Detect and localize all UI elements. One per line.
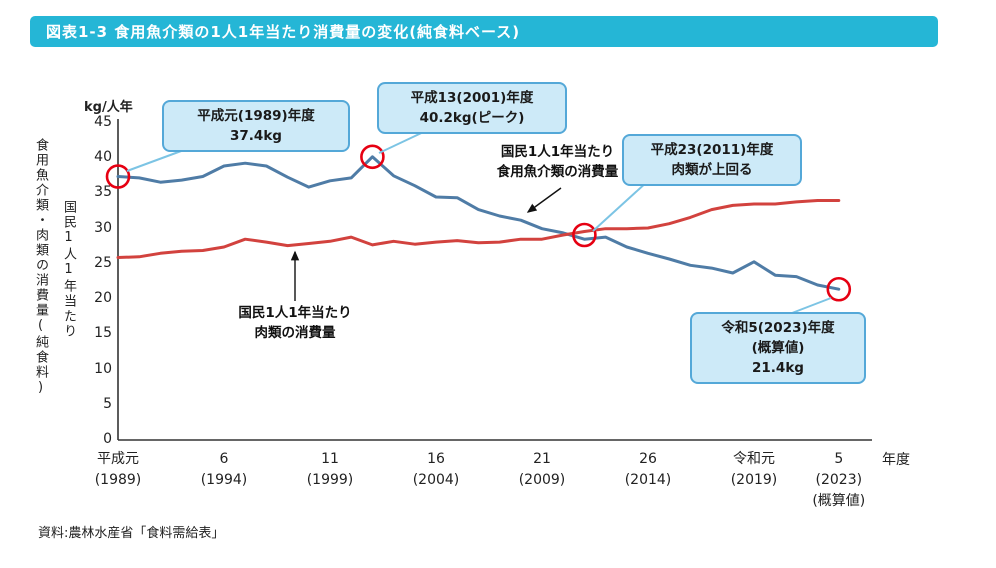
callout-2023-line3: 21.4kg — [752, 360, 804, 376]
y-tick-label: 40 — [94, 149, 112, 166]
fish-series-label-line1: 国民1人1年当たり — [500, 144, 615, 160]
callout-2011-line1: 平成23(2011)年度 — [650, 142, 774, 158]
callout-2001-peak: 平成13(2001)年度 40.2kg(ピーク) — [377, 82, 567, 134]
x-tick-label: 平成元 (1989) — [94, 451, 142, 488]
meat-series-label-line2: 肉類の消費量 — [254, 325, 336, 341]
y-tick-label: 5 — [103, 395, 112, 412]
callout-2001-line1: 平成13(2001)年度 — [410, 90, 534, 106]
highlight-circle-2023 — [826, 276, 852, 302]
callout-2001-line2: 40.2kg(ピーク) — [419, 110, 525, 126]
source-note: 資料:農林水産省「食料需給表」 — [38, 526, 225, 541]
x-tick-label: 26 (2014) — [624, 451, 672, 488]
fish-series-label-line2: 食用魚介類の消費量 — [496, 164, 619, 180]
x-tick-label: 6 (1994) — [200, 451, 248, 488]
y-axis-unit-label: kg/人年 — [84, 100, 133, 115]
highlight-circle-2001 — [360, 144, 385, 170]
y-tick-label: 0 — [103, 431, 112, 447]
fish-series-label: 国民1人1年当たり 食用魚介類の消費量 — [450, 142, 665, 182]
y-tick-label: 20 — [94, 290, 112, 307]
meat-series-label-line1: 国民1人1年当たり — [238, 305, 352, 321]
callout-1989-line2: 37.4kg — [230, 128, 282, 144]
x-tick-label: 令和元 (2019) — [730, 451, 778, 488]
fish-label-arrow — [526, 187, 562, 213]
y-tick-label: 25 — [94, 254, 112, 271]
highlight-circle-2011 — [572, 222, 597, 248]
y-tick-label: 35 — [94, 184, 112, 201]
callout-2023-line1: 令和5(2023)年度 — [721, 320, 835, 336]
callout-2023-line2: (概算値) — [751, 340, 805, 356]
meat-consumption-line — [116, 199, 841, 259]
callout-2023: 令和5(2023)年度 (概算値) 21.4kg — [690, 312, 866, 384]
y-axis-label-outer: 食用魚介類・肉類の消費量(純食料) — [33, 138, 48, 397]
callout-2011-line2: 肉類が上回る — [671, 162, 753, 178]
chart-title-bar: 図表1-3 食用魚介類の1人1年当たり消費量の変化(純食料ベース) — [30, 16, 938, 47]
x-tick-label: 5 (2023) (概算値) — [812, 451, 866, 509]
x-axis-suffix-label: 年度 — [882, 452, 910, 468]
y-tick-label: 15 — [94, 325, 112, 342]
callout-tail-3 — [592, 180, 649, 232]
callout-1989: 平成元(1989)年度 37.4kg — [162, 100, 350, 152]
x-tick-label: 11 (1999) — [306, 451, 354, 488]
y-tick-label: 45 — [94, 114, 112, 130]
highlight-circle-1989 — [105, 164, 131, 189]
y-axis-label-inner: 国民1人1年当たり — [61, 200, 76, 339]
y-tick-label: 10 — [94, 360, 112, 377]
fish-consumption-line — [116, 155, 841, 291]
x-tick-label: 16 (2004) — [412, 451, 460, 488]
y-tick-label: 30 — [94, 219, 112, 236]
x-tick-label: 21 (2009) — [518, 451, 566, 488]
callout-tail-4 — [791, 297, 832, 314]
callout-1989-line1: 平成元(1989)年度 — [197, 108, 315, 124]
meat-series-label: 国民1人1年当たり 肉類の消費量 — [212, 303, 378, 343]
callout-2011-crossover: 平成23(2011)年度 肉類が上回る — [622, 134, 802, 186]
chart-title: 図表1-3 食用魚介類の1人1年当たり消費量の変化(純食料ベース) — [46, 23, 521, 41]
